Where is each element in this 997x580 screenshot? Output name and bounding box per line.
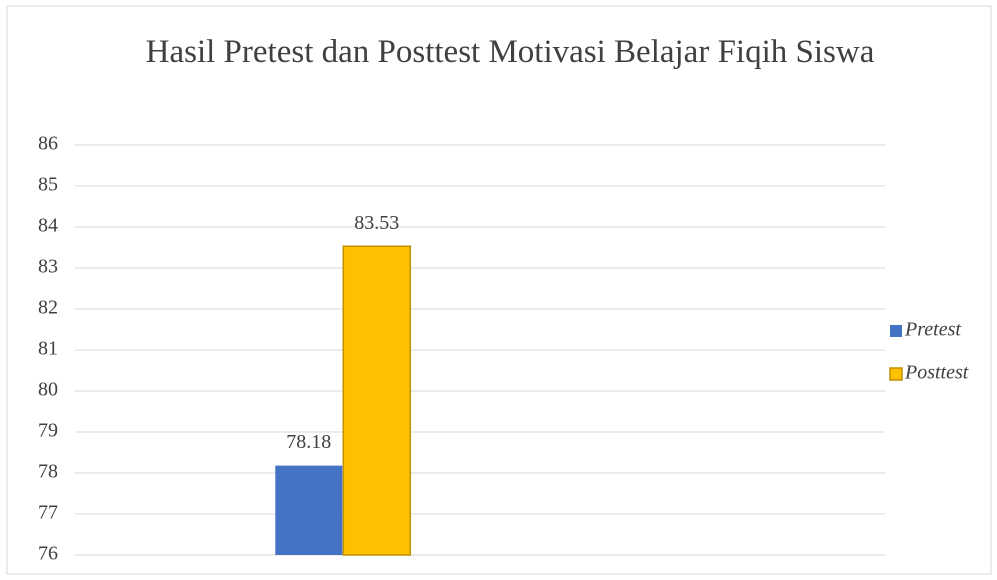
y-tick-label: 76 — [38, 543, 58, 565]
legend-swatch — [889, 367, 903, 381]
y-tick-label: 84 — [38, 215, 58, 237]
y-tick-label: 86 — [38, 133, 58, 155]
data-label: 78.18 — [286, 431, 331, 453]
legend-label: Posttest — [904, 362, 969, 384]
y-tick-label: 83 — [38, 256, 58, 278]
y-tick-label: 80 — [38, 379, 58, 401]
chart-title: Hasil Pretest dan Posttest Motivasi Bela… — [145, 34, 875, 70]
y-tick-label: 85 — [38, 174, 58, 196]
y-tick-label: 81 — [38, 338, 58, 360]
y-tick-label: 79 — [38, 420, 58, 442]
y-tick-label: 77 — [38, 502, 58, 524]
legend-swatch — [890, 325, 902, 337]
y-tick-label: 78 — [38, 461, 58, 483]
data-label: 83.53 — [354, 212, 399, 234]
bar — [342, 245, 412, 556]
chart-border — [6, 5, 992, 575]
legend-label: Pretest — [904, 319, 961, 341]
bar — [275, 465, 343, 555]
y-tick-label: 82 — [38, 297, 58, 319]
